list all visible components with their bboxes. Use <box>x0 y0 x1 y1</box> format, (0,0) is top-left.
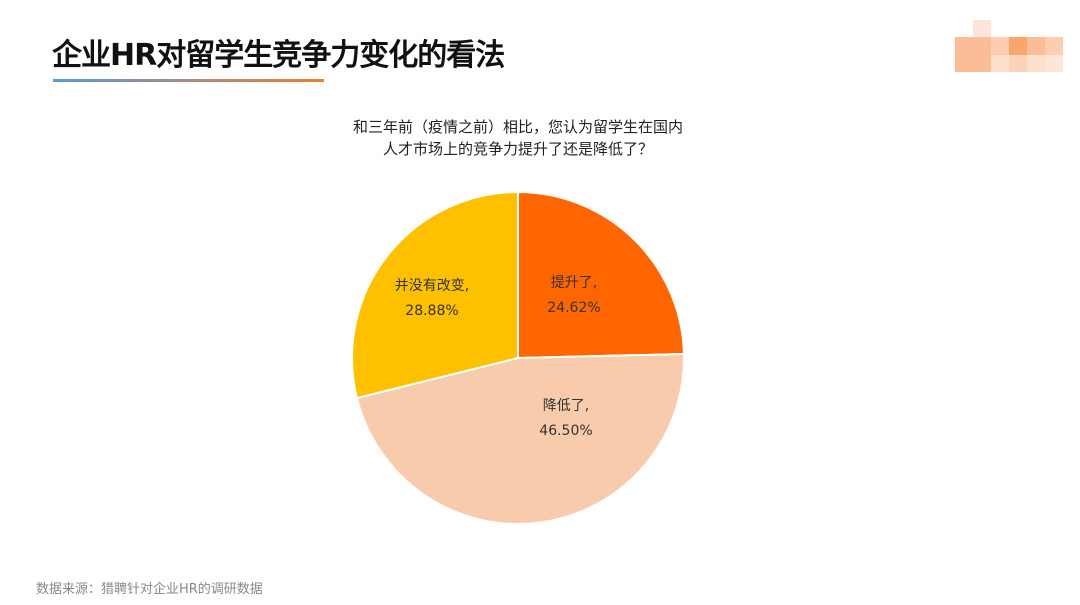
brand-logo <box>955 20 1063 72</box>
chart-title-line-1: 和三年前（疫情之前）相比，您认为留学生在国内 <box>352 118 683 136</box>
source-note: 数据来源：猎聘针对企业HR的调研数据 <box>36 582 263 597</box>
slice-value-label: 24.62% <box>547 300 600 316</box>
slice-category-label: 提升了, <box>551 275 597 291</box>
pie-slice <box>517 190 685 360</box>
title-underline <box>53 79 324 82</box>
chart-title: 和三年前（疫情之前）相比，您认为留学生在国内 人才市场上的竞争力提升了还是降低了… <box>0 116 1036 160</box>
slice-category-label: 降低了, <box>543 398 589 414</box>
pie-slice <box>355 353 685 525</box>
slice-value-label: 28.88% <box>405 303 458 319</box>
page-title: 企业HR对留学生竞争力变化的看法 <box>52 38 505 73</box>
chart-title-line-2: 人才市场上的竞争力提升了还是降低了？ <box>382 140 653 158</box>
slice-category-label: 并没有改变, <box>395 278 469 294</box>
slice-value-label: 46.50% <box>539 423 592 439</box>
pie-slice <box>351 190 519 400</box>
